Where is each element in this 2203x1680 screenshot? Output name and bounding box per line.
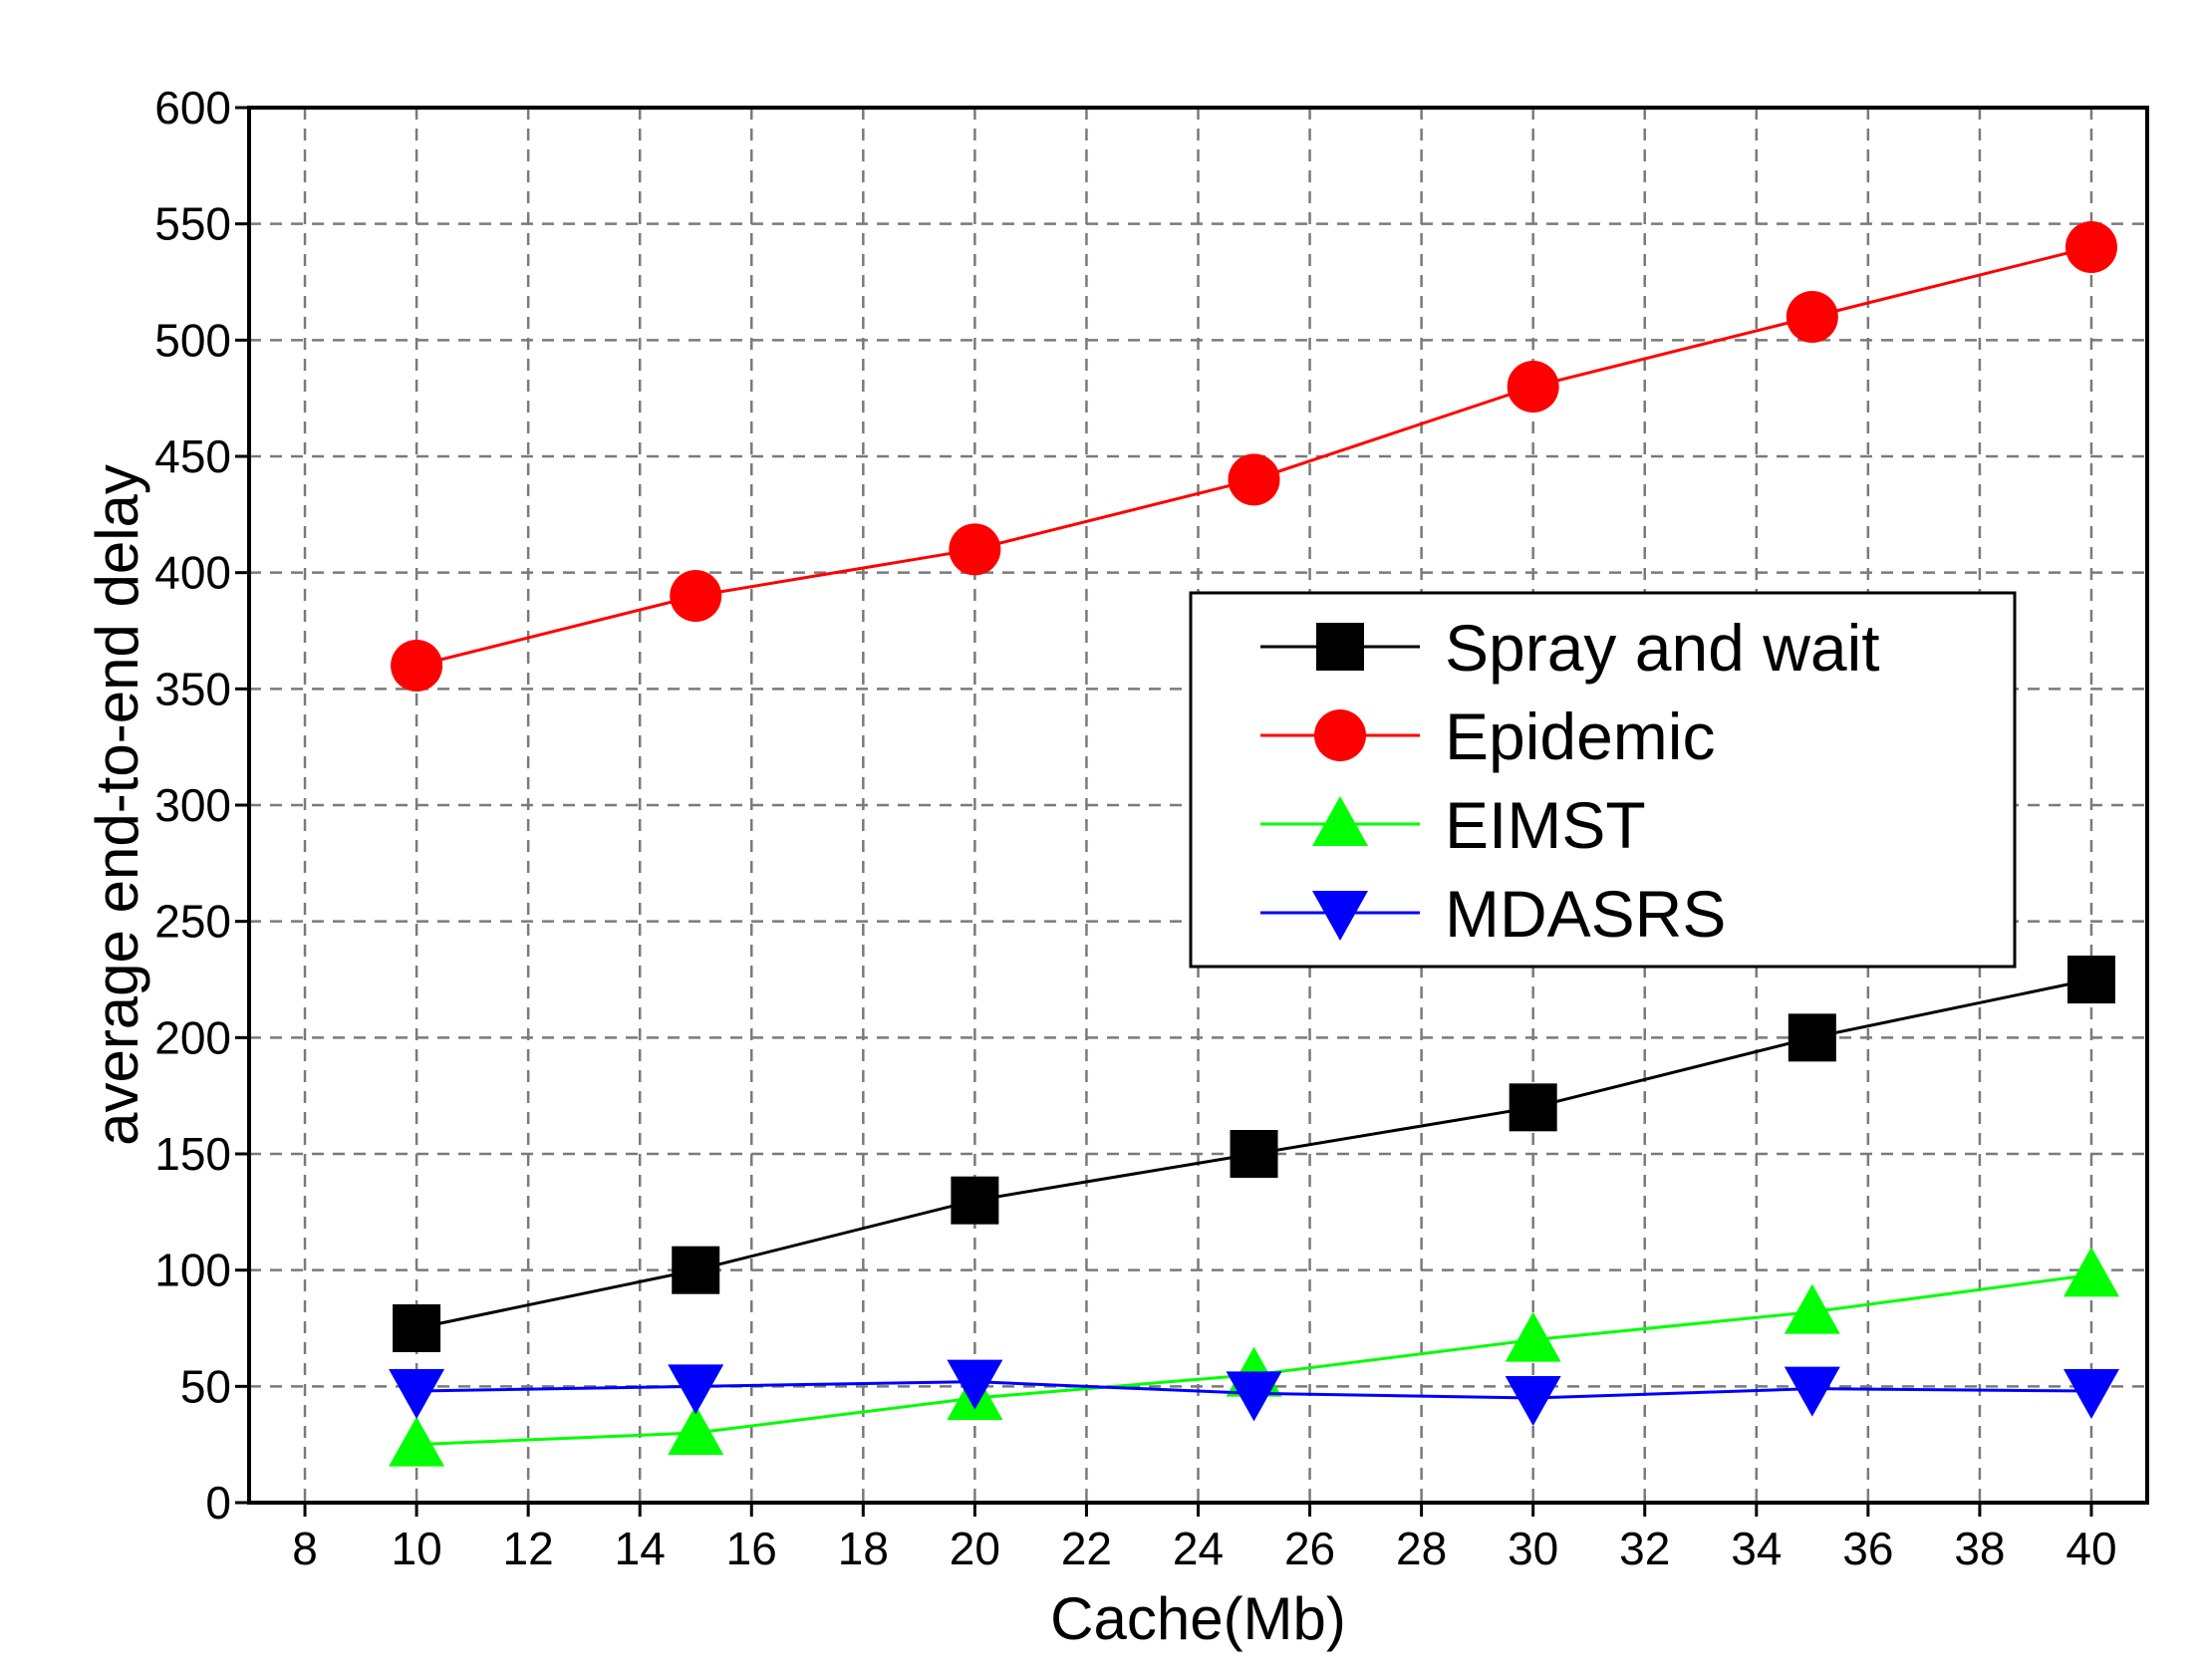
data-point — [389, 1416, 445, 1467]
legend-marker — [1312, 891, 1368, 941]
data-point — [1228, 453, 1280, 506]
data-point — [668, 1405, 724, 1455]
x-tick-label: 18 — [838, 1523, 889, 1574]
y-tick-label: 500 — [154, 314, 231, 366]
x-axis-title: Cache(Mb) — [1050, 1585, 1346, 1652]
data-point — [1507, 361, 1559, 413]
x-tick-label: 32 — [1619, 1523, 1670, 1574]
series-1 — [391, 221, 2117, 692]
series-2 — [389, 1247, 2119, 1467]
data-point — [389, 1369, 445, 1419]
x-tick-label: 14 — [615, 1523, 666, 1574]
legend-marker — [1314, 709, 1366, 761]
data-point — [949, 523, 1001, 576]
x-tick-label: 30 — [1508, 1523, 1558, 1574]
legend-item: Spray and wait — [1260, 611, 1880, 685]
legend-label: Epidemic — [1445, 700, 1715, 773]
y-tick-label: 250 — [154, 896, 231, 948]
y-tick-label: 100 — [154, 1245, 231, 1296]
x-tick-label: 20 — [950, 1523, 1000, 1574]
x-tick-label: 38 — [1954, 1523, 2005, 1574]
x-tick-label: 24 — [1173, 1523, 1224, 1574]
data-point — [1509, 1083, 1557, 1132]
data-point — [2063, 1369, 2119, 1419]
series-layer — [389, 221, 2119, 1467]
series-0 — [393, 956, 2115, 1352]
x-tick-label: 26 — [1284, 1523, 1335, 1574]
data-point — [1505, 1376, 1561, 1426]
data-point — [947, 1359, 1003, 1410]
legend: Spray and wait Epidemic EIMST MDASRS — [1189, 591, 2017, 969]
y-tick-label: 50 — [180, 1360, 231, 1412]
data-point — [1788, 1013, 1836, 1062]
x-tick-label: 8 — [292, 1523, 318, 1574]
data-point — [2063, 1247, 2119, 1297]
x-tick-label: 36 — [1842, 1523, 1893, 1574]
x-tick-label: 12 — [503, 1523, 554, 1574]
data-point — [670, 570, 722, 622]
data-point — [1226, 1371, 1282, 1422]
legend-label: Spray and wait — [1445, 611, 1880, 685]
data-point — [672, 1246, 720, 1294]
data-point — [391, 640, 443, 692]
x-tick-label: 22 — [1061, 1523, 1112, 1574]
x-tick-label: 40 — [2065, 1523, 2116, 1574]
y-tick-label: 0 — [205, 1477, 231, 1529]
legend-item: MDASRS — [1260, 877, 1726, 951]
data-point — [2065, 221, 2117, 273]
x-tick-label: 34 — [1731, 1523, 1782, 1574]
axis-ticks: 8 10 12 14 16 18 20 22 24 26 28 30 32 34 36 38 400501001… — [154, 82, 2116, 1574]
x-tick-label: 28 — [1396, 1523, 1447, 1574]
legend-label: MDASRS — [1445, 877, 1726, 951]
y-tick-label: 600 — [154, 82, 231, 134]
y-tick-label: 400 — [154, 547, 231, 599]
y-tick-label: 450 — [154, 430, 231, 482]
data-point — [1784, 1366, 1840, 1417]
data-point — [1230, 1130, 1278, 1178]
series-3 — [389, 1359, 2119, 1426]
y-tick-label: 350 — [154, 663, 231, 714]
y-tick-label: 200 — [154, 1011, 231, 1063]
y-tick-label: 300 — [154, 779, 231, 831]
data-point — [951, 1176, 999, 1225]
x-tick-label: 10 — [392, 1523, 442, 1574]
data-point — [2066, 956, 2115, 1003]
data-point — [1786, 291, 1838, 343]
legend-label: EIMST — [1445, 788, 1646, 862]
x-tick-label: 16 — [726, 1523, 777, 1574]
data-point — [1505, 1311, 1561, 1362]
legend-item: EIMST — [1260, 788, 1646, 862]
legend-marker — [1312, 796, 1368, 846]
y-tick-label: 550 — [154, 198, 231, 250]
data-point — [668, 1364, 724, 1415]
legend-marker — [1316, 623, 1364, 671]
y-tick-label: 150 — [154, 1128, 231, 1180]
legend-item: Epidemic — [1260, 700, 1715, 773]
data-point — [393, 1304, 441, 1352]
y-axis-title: average end-to-end delay — [84, 464, 150, 1146]
data-point — [1784, 1283, 1840, 1334]
